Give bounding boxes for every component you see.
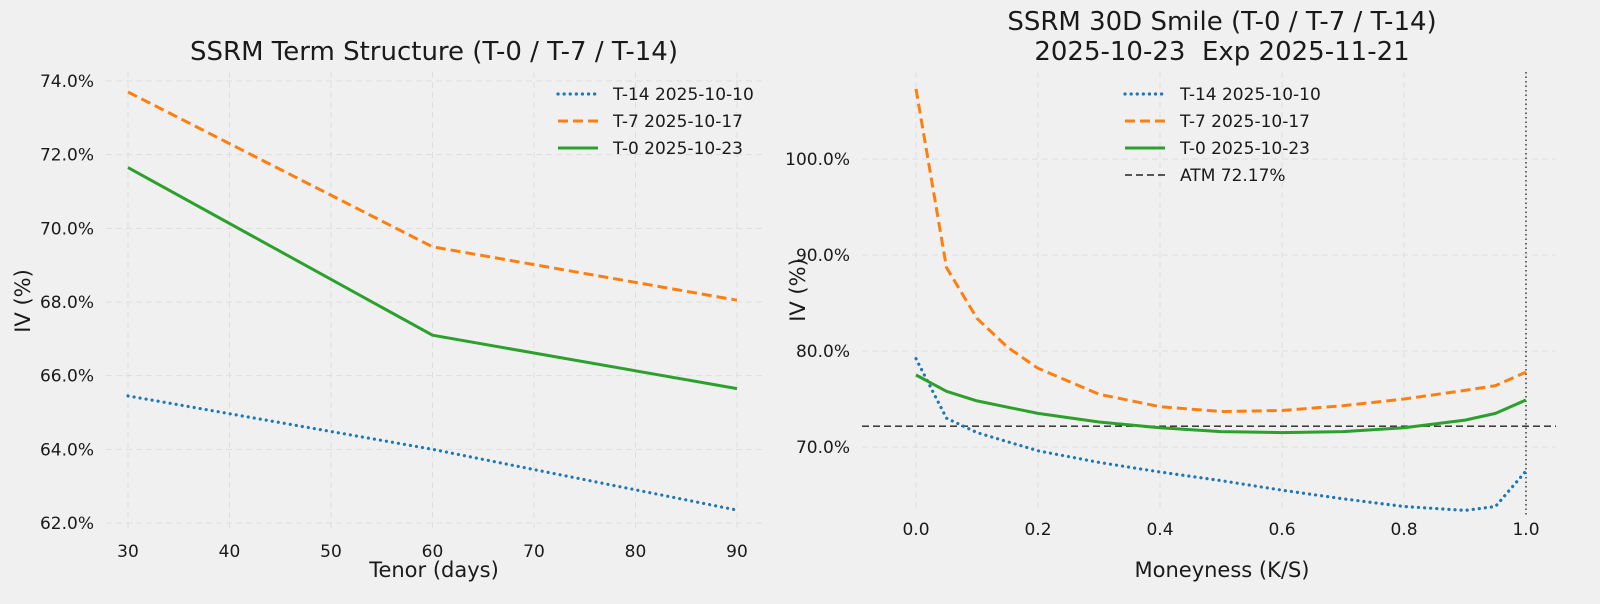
y-tick-label: 66.0%: [40, 367, 94, 387]
y-tick-label: 70.0%: [40, 219, 94, 239]
term-structure-chart: 30 40 50 60 70 80 90 62.0% 64.0% 66.0% 68.0% 70.0% 7…: [11, 37, 766, 582]
legend-label: T-7 2025-10-17: [1179, 112, 1310, 132]
term-structure-x-label: Tenor (days): [368, 558, 499, 582]
y-tick-label: 62.0%: [40, 514, 94, 534]
legend-label: T-14 2025-10-10: [612, 85, 754, 105]
smile-chart: 0.0 0.2 0.4 0.6 0.8 1.070.0%80.0%90.0%100.0% …: [785, 7, 1556, 582]
x-tick-label: 0.8: [1390, 520, 1417, 540]
x-tick-label: 0.6: [1268, 520, 1295, 540]
legend-label: T-0 2025-10-23: [612, 139, 743, 159]
smile-series: [862, 72, 1556, 516]
term-structure-axes: 30 40 50 60 70 80 90 62.0% 64.0% 66.0% 68.0% 70.0% 7…: [40, 72, 748, 562]
term-structure-legend: T-14 2025-10-10 T-7 2025-10-17 T-0 2025-10…: [556, 85, 754, 159]
smile-grid: [862, 72, 1556, 508]
x-tick-label: 40: [219, 542, 241, 562]
smile-legend: T-14 2025-10-10 T-7 2025-10-17 T-0 2025-10…: [1123, 85, 1321, 186]
smile-title: SSRM 30D Smile (T-0 / T-7 / T-14): [1007, 7, 1436, 37]
legend-label: ATM 72.17%: [1180, 166, 1286, 186]
legend-label: T-14 2025-10-10: [1179, 85, 1321, 105]
x-tick-label: 1.0: [1512, 520, 1539, 540]
term-structure-series: [126, 90, 739, 512]
x-tick-label: 60: [422, 542, 444, 562]
series-line-dashed: [914, 88, 1527, 413]
smile-y-label: IV (%): [786, 258, 810, 322]
x-tick-label: 0.2: [1024, 520, 1051, 540]
x-tick-label: 90: [726, 542, 748, 562]
x-tick-label: 0.0: [902, 520, 929, 540]
y-tick-label: 90.0%: [796, 246, 850, 266]
y-tick-label: 68.0%: [40, 293, 94, 313]
smile-x-label: Moneyness (K/S): [1135, 558, 1310, 582]
series-line-dashed: [127, 90, 738, 302]
legend-label: T-0 2025-10-23: [1179, 139, 1310, 159]
smile-subtitle: 2025-10-23 Exp 2025-11-21: [1034, 37, 1409, 67]
y-tick-label: 80.0%: [796, 342, 850, 362]
series-line-dotted: [914, 357, 1528, 512]
y-tick-label: 70.0%: [796, 438, 850, 458]
term-structure-title: SSRM Term Structure (T-0 / T-7 / T-14): [190, 37, 678, 67]
legend-label: T-7 2025-10-17: [612, 112, 743, 132]
x-tick-label: 50: [320, 542, 342, 562]
y-tick-label: 64.0%: [40, 440, 94, 460]
smile-axes: 0.0 0.2 0.4 0.6 0.8 1.0 70.0% 80.0% 90.0% 100.0%: [785, 150, 1539, 540]
x-tick-label: 70: [523, 542, 545, 562]
series-line-dotted: [126, 394, 739, 512]
x-tick-label: 0.4: [1146, 520, 1173, 540]
y-tick-label: 100.0%: [785, 150, 850, 170]
y-tick-label: 74.0%: [40, 72, 94, 92]
y-tick-label: 72.0%: [40, 146, 94, 166]
x-tick-label: 30: [117, 542, 139, 562]
series-line-solid: [915, 373, 1527, 435]
series-line-solid: [127, 166, 738, 391]
term-structure-y-label: IV (%): [11, 269, 35, 333]
x-tick-label: 80: [625, 542, 647, 562]
